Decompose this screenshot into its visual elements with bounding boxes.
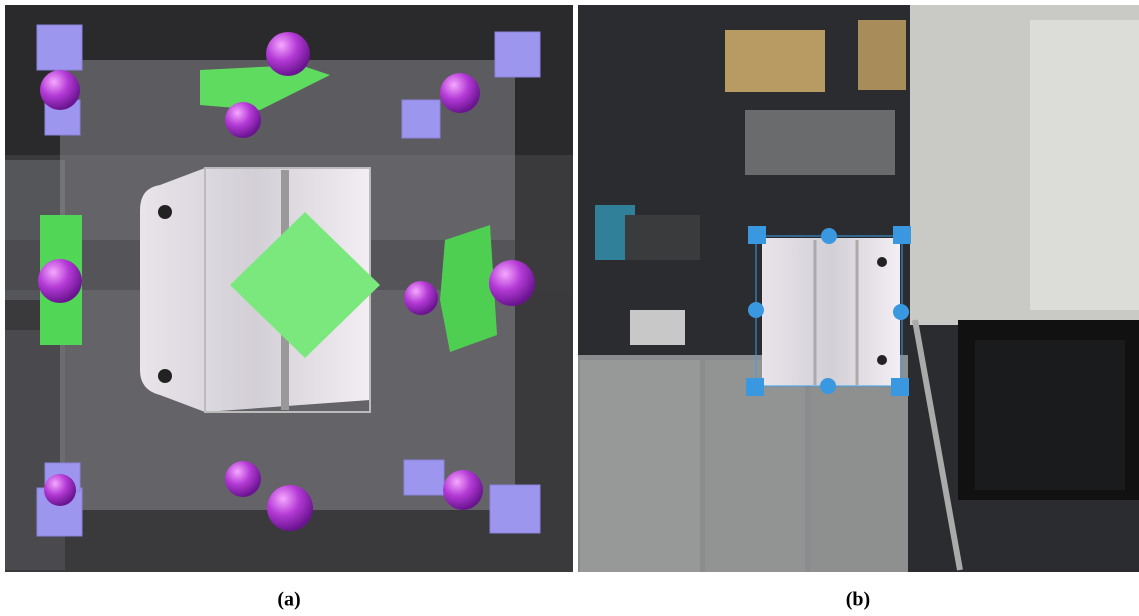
- caption: (b): [846, 589, 870, 611]
- caption: (a): [277, 589, 300, 611]
- panel-a-image: [5, 5, 573, 572]
- panel-b-image: [578, 5, 1139, 572]
- figure: (a) (b): [0, 0, 1139, 616]
